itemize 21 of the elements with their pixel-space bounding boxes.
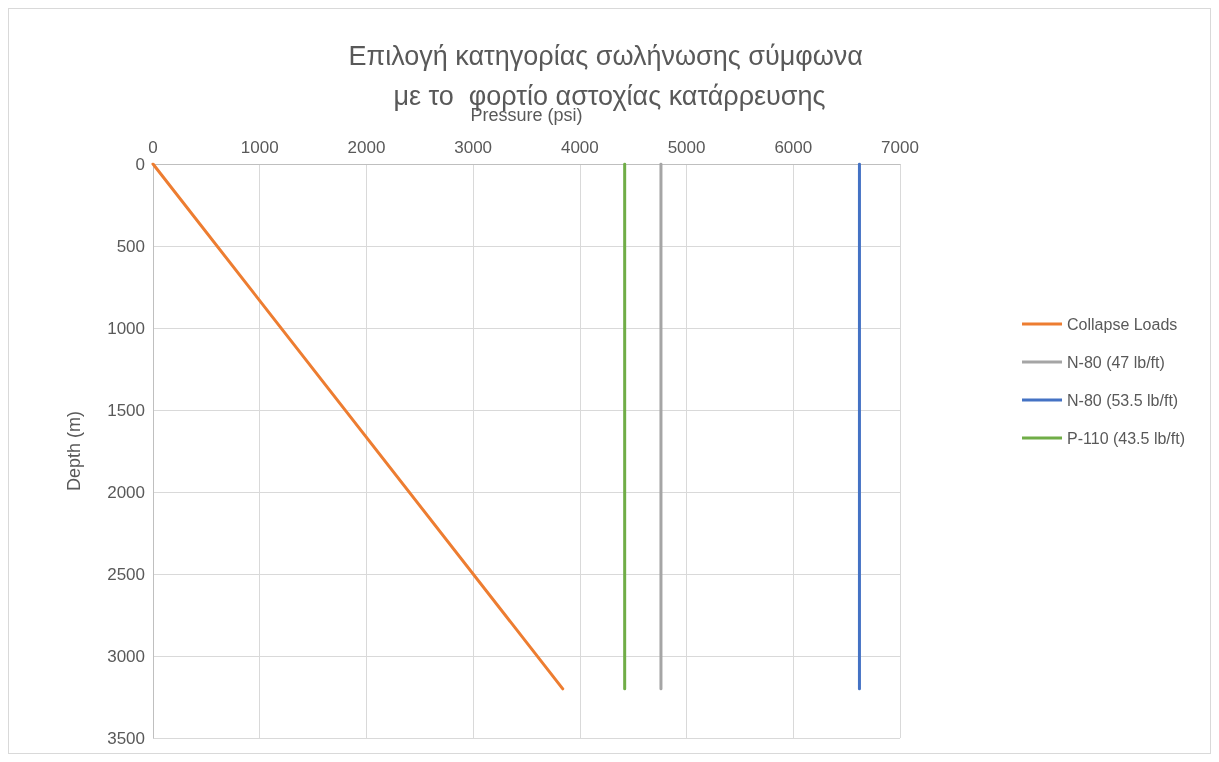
y-tick-label: 500 bbox=[116, 236, 145, 256]
y-tick-label: 1000 bbox=[107, 318, 145, 338]
x-tick-label: 3000 bbox=[454, 138, 493, 157]
x-tick-label: 0 bbox=[148, 138, 158, 157]
x-tick-label: 1000 bbox=[240, 138, 279, 157]
x-tick-label: 7000 bbox=[881, 138, 919, 157]
y-tick-label: 1500 bbox=[107, 400, 145, 420]
y-tick-label: 3500 bbox=[107, 728, 145, 748]
x-tick-label: 5000 bbox=[667, 138, 706, 157]
x-tick-label: 4000 bbox=[560, 138, 599, 157]
legend-label: N-80 (47 lb/ft) bbox=[1067, 353, 1165, 371]
x-tick-label: 6000 bbox=[774, 138, 813, 157]
legend-label: P-110 (43.5 lb/ft) bbox=[1067, 429, 1185, 447]
y-axis-title: Depth (m) bbox=[64, 410, 84, 492]
y-tick-label: 0 bbox=[135, 154, 145, 174]
legend-label: N-80 (53.5 lb/ft) bbox=[1067, 391, 1179, 409]
y-tick-label: 2000 bbox=[107, 482, 145, 502]
y-tick-label: 3000 bbox=[107, 646, 145, 666]
x-tick-label: 2000 bbox=[347, 138, 386, 157]
y-tick-label: 2500 bbox=[107, 564, 145, 584]
legend-label: Collapse Loads bbox=[1067, 315, 1178, 333]
